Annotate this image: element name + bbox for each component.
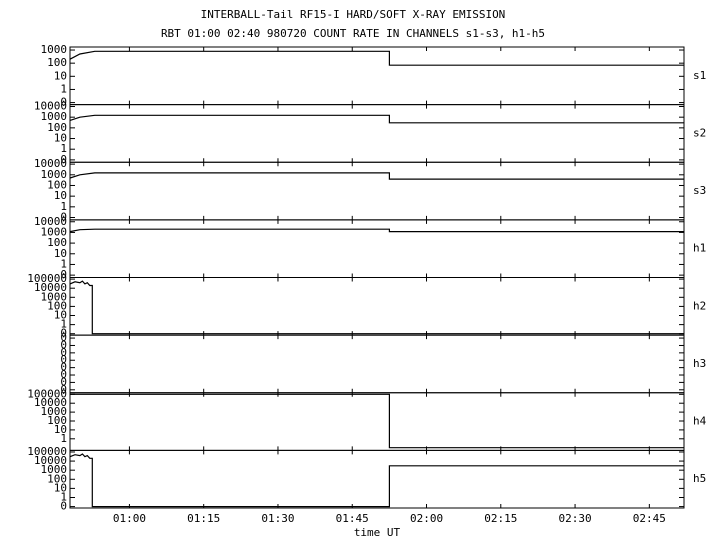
y-tick-label: 0: [60, 346, 67, 359]
x-tick-label: 01:15: [187, 512, 220, 525]
y-tick-label: 10: [54, 132, 67, 145]
panel-frame: [69, 219, 685, 278]
panel-frame: [69, 334, 685, 394]
x-axis-label: time UT: [354, 526, 401, 539]
y-tick-label: 1000: [41, 463, 68, 476]
y-tick-label: 100000: [27, 445, 67, 458]
data-line: [69, 280, 684, 335]
y-tick-label: 1000: [41, 225, 68, 238]
y-tick-label: 100: [47, 414, 67, 427]
x-tick-label: 02:45: [633, 512, 666, 525]
y-tick-label: 10000: [34, 215, 67, 228]
y-tick-label: 100: [47, 236, 67, 249]
y-tick-label: 10: [54, 481, 67, 494]
y-tick-label: 0: [60, 96, 67, 109]
y-tick-label: 10: [54, 309, 67, 322]
y-tick-label: 100: [47, 178, 67, 191]
y-tick-label: 100: [47, 472, 67, 485]
x-tick-label: 02:00: [410, 512, 443, 525]
y-tick-label: 0: [60, 353, 67, 366]
y-tick-label: 100: [47, 299, 67, 312]
y-tick-label: 10: [54, 247, 67, 260]
x-tick-label: 01:30: [261, 512, 294, 525]
y-tick-label: 0: [60, 368, 67, 381]
y-tick-label: 0: [60, 361, 67, 374]
y-tick-label: 10000: [34, 454, 67, 467]
y-tick-label: 0: [60, 331, 67, 344]
y-tick-label: 1000: [41, 168, 68, 181]
y-tick-label: 10000: [34, 157, 67, 170]
y-tick-label: 1: [60, 82, 67, 95]
y-tick-label: 0: [60, 500, 67, 513]
y-tick-label: 0: [60, 268, 67, 281]
y-tick-label: 100000: [27, 387, 67, 400]
data-line: [70, 393, 684, 449]
y-tick-label: 1: [60, 432, 67, 445]
y-tick-label: 10: [54, 189, 67, 202]
panel-label: s1: [693, 69, 706, 82]
y-tick-label: 100000: [27, 272, 67, 285]
panel-frame: [69, 277, 685, 336]
panel-label: s3: [693, 184, 706, 197]
panel-label: h5: [693, 472, 706, 485]
y-tick-label: 1000: [41, 405, 68, 418]
data-line: [69, 172, 684, 180]
y-tick-label: 10000: [34, 281, 67, 294]
y-tick-label: 1000: [41, 110, 68, 123]
y-tick-label: 1000: [41, 290, 68, 303]
data-line: [69, 114, 684, 124]
y-tick-label: 100: [47, 56, 67, 69]
y-tick-label: 0: [60, 153, 67, 166]
y-tick-label: 10: [54, 69, 67, 82]
x-tick-label: 02:30: [559, 512, 592, 525]
y-tick-label: 1: [60, 318, 67, 331]
panel-label: h1: [693, 242, 706, 255]
y-tick-label: 10000: [34, 100, 67, 113]
y-tick-label: 1: [60, 200, 67, 213]
panel-label: h3: [693, 357, 706, 370]
y-tick-label: 0: [60, 383, 67, 396]
x-tick-label: 01:00: [113, 512, 146, 525]
chart-title: INTERBALL-Tail RF15-I HARD/SOFT X-RAY EM…: [201, 8, 506, 21]
y-tick-label: 1: [60, 490, 67, 503]
y-tick-label: 1: [60, 142, 67, 155]
y-tick-label: 1: [60, 257, 67, 270]
y-tick-label: 0: [60, 375, 67, 388]
panel-frame: [69, 46, 685, 106]
panel-frame: [69, 161, 685, 221]
panel-label: h2: [693, 299, 706, 312]
y-tick-label: 0: [60, 327, 67, 340]
data-line: [69, 228, 684, 233]
y-tick-label: 1000: [41, 43, 68, 56]
panel-label: h4: [693, 415, 707, 428]
x-tick-label: 02:15: [484, 512, 517, 525]
y-tick-label: 100: [47, 121, 67, 134]
y-tick-label: 0: [60, 338, 67, 351]
panel-frame: [69, 392, 685, 451]
panel-frame: [69, 449, 685, 509]
x-tick-label: 01:45: [336, 512, 369, 525]
data-line: [69, 453, 684, 508]
y-tick-label: 10000: [34, 396, 67, 409]
panel-label: s2: [693, 126, 706, 139]
y-tick-label: 0: [60, 211, 67, 224]
panel-frame: [69, 104, 685, 163]
data-line: [69, 50, 684, 66]
y-tick-label: 10: [54, 423, 67, 436]
chart-subtitle: RBT 01:00 02:40 980720 COUNT RATE IN CHA…: [161, 27, 545, 40]
